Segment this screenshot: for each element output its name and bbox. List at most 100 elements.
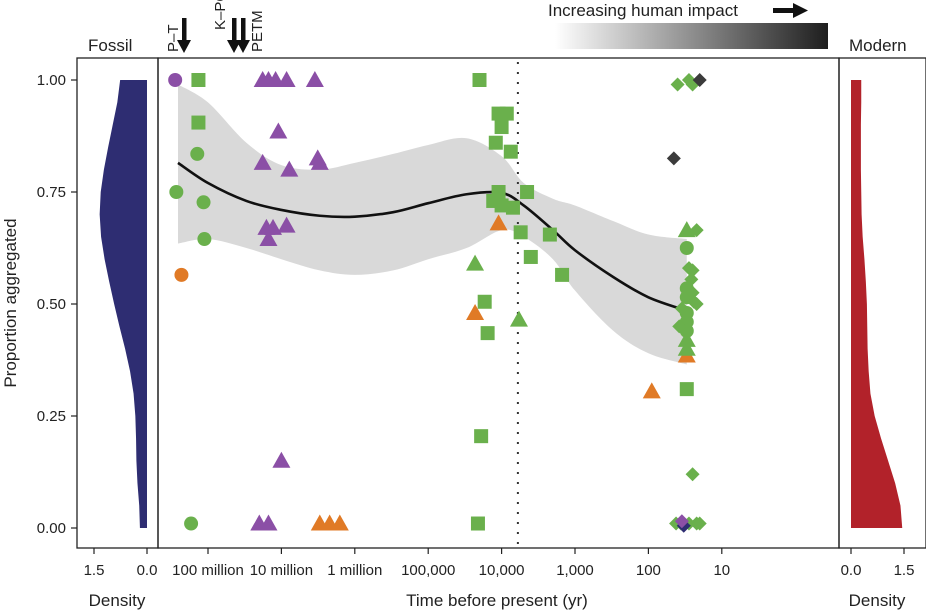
y-tick-label: 0.25 [37,408,66,425]
event-label: PETM [249,10,266,52]
point-green-diamond [692,516,707,531]
point-green-square [474,429,489,444]
confidence-band [178,84,687,365]
point-purple-triangle [259,230,278,247]
point-green-square [542,227,557,242]
point-green-square [503,144,518,159]
point-green-square [555,267,570,282]
y-tick-label: 0.75 [37,184,66,201]
event-arrow-head [236,40,250,53]
point-purple-triangle [259,514,278,531]
event-label: K–PG [212,0,229,30]
point-green-triangle [677,330,696,347]
point-green-diamond [670,77,685,92]
event-label: P–T [165,24,182,52]
point-green-diamond [685,285,700,300]
point-green-diamond [684,272,699,287]
modern-density-label: Density [849,591,906,610]
point-green-diamond [672,319,687,334]
point-purple-triangle [277,216,296,233]
point-green-diamond [685,263,700,278]
point-green-diamond [689,223,704,238]
human-impact-arrow-icon [773,3,808,18]
fossil-panel-title: Fossil [88,36,132,55]
point-purple-triangle [269,122,288,139]
point-green-square [520,185,535,199]
trend-line [177,161,688,312]
modern-density-layer: 0.0 1.5 [841,80,915,579]
event-arrow-shaft [232,18,237,44]
point-green-square [191,73,206,87]
modern-panel-frame [838,57,926,549]
human-impact-label: Increasing human impact [548,1,738,20]
x-tick-label: 1,000 [556,562,594,579]
point-purple-triangle [253,153,272,170]
point-orange-triangle [642,382,661,399]
point-green-diamond [674,301,689,316]
point-orange-triangle [466,303,485,320]
x-tick-label: 1 million [327,562,382,579]
x-axis: 100 million 10 million 1 million 100,000 10,… [172,548,730,579]
point-orange-circle [174,267,189,282]
x-tick-label: 10 million [250,562,313,579]
x-tick-label: 10 [713,562,730,579]
event-arrow-down-icon [227,18,241,53]
point-green-square [470,516,485,531]
modern-density-area [851,80,903,528]
point-green-circle [196,195,211,210]
x-axis-title: Time before present (yr) [406,591,588,610]
point-dark-diamond [666,151,681,166]
event-markers: P–T K–PG PETM [165,0,266,53]
y-axis-title: Proportion aggregated [1,218,20,387]
point-green-circle [190,146,205,161]
x-tick-label: 10,000 [479,562,525,579]
point-green-triangle [677,339,696,356]
point-green-triangle [466,254,485,271]
point-green-circle [197,232,212,247]
point-purple-triangle [277,71,296,87]
point-green-square [477,294,492,309]
event-arrow-down-icon [177,18,191,53]
point-green-square [494,198,509,213]
fossil-x-tick-label: 0.0 [137,562,158,579]
fossil-density-area [99,80,147,528]
fossil-density-label: Density [89,591,146,610]
modern-panel-title: Modern [849,36,907,55]
trend-line-layer [177,161,688,312]
event-arrow-head [177,40,191,53]
point-dark-diamond [692,73,707,87]
points-layer [168,71,707,533]
modern-x-tick-label: 0.0 [841,562,862,579]
point-green-triangle [677,221,696,238]
point-green-square [472,73,487,87]
point-green-circle [169,185,184,199]
x-tick-label: 100 million [172,562,244,579]
point-green-square [191,115,206,130]
point-green-square [488,135,503,150]
modern-x-tick-label: 1.5 [894,562,915,579]
y-tick-label: 0.50 [37,296,66,313]
point-green-circle [679,241,694,255]
point-green-square [513,225,528,240]
point-green-square [679,382,694,397]
event-arrow-down-icon [236,18,250,53]
y-tick-label: 0.00 [37,520,66,537]
point-green-square [494,120,509,135]
point-purple-circle [168,73,183,87]
event-arrow-shaft [182,18,187,44]
point-green-square [523,249,538,264]
point-green-square [480,326,495,341]
point-green-diamond [689,297,704,311]
point-orange-triangle [489,214,508,231]
point-green-square [499,106,514,121]
point-purple-diamond [674,514,689,529]
point-green-square [505,200,520,215]
point-purple-triangle [280,160,299,177]
point-green-circle [184,516,199,531]
event-arrow-head [227,40,241,53]
event-arrow-shaft [241,18,246,44]
x-tick-label: 100 [636,562,661,579]
human-impact-gradient-bar [555,23,828,49]
x-tick-label: 100,000 [401,562,455,579]
